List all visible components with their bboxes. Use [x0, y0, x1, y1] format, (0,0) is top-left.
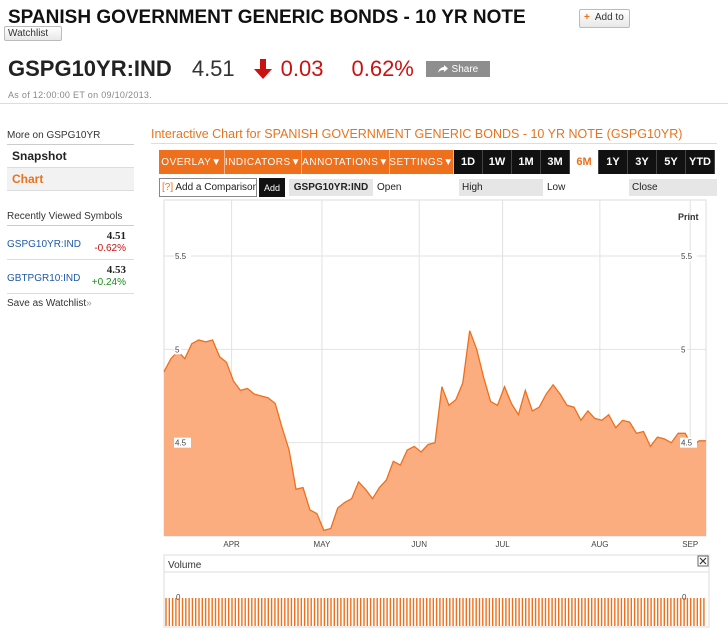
- overlay-menu[interactable]: OVERLAY▼: [159, 150, 225, 174]
- print-button[interactable]: Print: [678, 212, 699, 222]
- range-3m-button[interactable]: 3M: [541, 150, 570, 174]
- x-tick-label: AUG: [591, 540, 608, 549]
- x-tick-label: JUN: [411, 540, 427, 549]
- watchlist-button[interactable]: Watchlist: [4, 26, 62, 41]
- x-tick-label: MAY: [314, 540, 331, 549]
- range-5y-button[interactable]: 5Y: [657, 150, 686, 174]
- low-readout: Low: [547, 182, 566, 193]
- price-change-percent: 0.62%: [351, 56, 414, 81]
- as-of-timestamp: As of 12:00:00 ET on 09/10/2013.: [8, 90, 153, 100]
- volume-bars: [165, 598, 705, 626]
- y-tick-label: 4.5: [681, 439, 693, 448]
- help-icon: [?]: [162, 182, 174, 193]
- symbol-chip: GSPG10YR:IND: [289, 179, 373, 196]
- ticker-symbol: GSPG10YR:IND: [8, 56, 172, 81]
- y-tick-bg: [680, 344, 687, 355]
- add-to-watchlist-button[interactable]: + Add to: [579, 9, 630, 28]
- y-tick-bg: [174, 344, 181, 355]
- sidebar-item-snapshot[interactable]: Snapshot: [7, 145, 134, 168]
- page-title: SPANISH GOVERNMENT GENERIC BONDS - 10 YR…: [8, 7, 526, 28]
- add-comparison-button[interactable]: Add: [259, 178, 285, 197]
- x-tick-label: SEP: [682, 540, 698, 549]
- compare-placeholder: Add a Comparison: [175, 182, 257, 193]
- price-area-fill: [164, 330, 706, 536]
- y-tick-label: 5: [681, 345, 686, 354]
- recent-symbol-value: 4.53: [106, 264, 126, 276]
- y-tick-bg: [680, 251, 697, 261]
- chart-toolbar: OVERLAY▼ INDICATORS▼ ANNOTATIONS▼ SETTIN…: [159, 150, 715, 174]
- y-tick-bg: [680, 437, 697, 448]
- range-1w-button[interactable]: 1W: [483, 150, 512, 174]
- save-as-watchlist-label: Save as Watchlist: [7, 298, 87, 309]
- recent-symbol-change: -0.62%: [94, 243, 126, 254]
- x-tick-label: APR: [223, 540, 240, 549]
- chart-panel-title: Interactive Chart for SPANISH GOVERNMENT…: [151, 127, 683, 141]
- y-tick-label: 5: [175, 345, 180, 354]
- y-tick-label: 5.5: [681, 252, 693, 261]
- recent-symbol-link[interactable]: GSPG10YR:IND: [7, 239, 81, 250]
- down-arrow-icon: [253, 59, 272, 79]
- y-tick-bg: [174, 251, 191, 261]
- volume-label: Volume: [168, 560, 202, 571]
- sidebar: More on GSPG10YR Snapshot Chart Recently…: [7, 130, 134, 309]
- divider: [0, 103, 728, 104]
- recent-symbol-link[interactable]: GBTPGR10:IND: [7, 273, 81, 284]
- last-price: 4.51: [191, 56, 235, 81]
- volume-toggle[interactable]: [697, 555, 709, 567]
- volume-tick-label: 0: [682, 593, 687, 602]
- close-icon: [699, 557, 707, 565]
- recent-symbol-row: GSPG10YR:IND 4.51 -0.62%: [7, 226, 134, 260]
- range-6m-button[interactable]: 6M: [570, 150, 599, 174]
- volume-tick-bg: [681, 593, 688, 602]
- share-icon: [437, 65, 448, 73]
- recently-viewed-heading: Recently Viewed Symbols: [7, 211, 134, 226]
- more-on-heading: More on GSPG10YR: [7, 130, 134, 145]
- y-tick-bg: [174, 437, 191, 448]
- recent-symbol-change: +0.24%: [91, 277, 126, 288]
- axis-labels: 4.5 4.5 5 5 5.5 5.5 APR MAY JUN JUL AUG SEP: [174, 251, 698, 549]
- volume-tick-label: 0: [176, 593, 181, 602]
- range-1m-button[interactable]: 1M: [512, 150, 541, 174]
- divider: [151, 143, 717, 144]
- y-tick-label: 5.5: [175, 252, 187, 261]
- close-readout: Close: [629, 179, 717, 196]
- range-3y-button[interactable]: 3Y: [628, 150, 657, 174]
- range-1y-button[interactable]: 1Y: [599, 150, 628, 174]
- share-button[interactable]: Share: [425, 61, 490, 77]
- save-as-watchlist-link[interactable]: Save as Watchlist»: [7, 298, 134, 309]
- compare-row: [?] Add a Comparison Add GSPG10YR:IND Op…: [159, 178, 717, 197]
- quote-row: GSPG10YR:IND 4.51 0.03 0.62% Share: [8, 54, 490, 84]
- recent-symbol-value: 4.51: [106, 230, 126, 242]
- share-label: Share: [451, 63, 479, 75]
- plus-icon: +: [584, 12, 590, 23]
- settings-menu[interactable]: SETTINGS▼: [389, 150, 454, 174]
- price-change: 0.03: [280, 56, 324, 81]
- compare-input[interactable]: [?] Add a Comparison: [159, 178, 257, 197]
- price-line: [163, 330, 706, 532]
- y-tick-label: 4.5: [175, 439, 187, 448]
- open-readout: Open: [377, 182, 402, 193]
- volume-tick-bg: [175, 593, 182, 602]
- chevron-right-icon: »: [86, 298, 92, 309]
- x-tick-label: JUL: [495, 540, 510, 549]
- sidebar-item-chart[interactable]: Chart: [7, 168, 134, 191]
- range-ytd-button[interactable]: YTD: [686, 150, 715, 174]
- range-1d-button[interactable]: 1D: [454, 150, 483, 174]
- high-readout: High: [459, 179, 543, 196]
- recent-symbol-row: GBTPGR10:IND 4.53 +0.24%: [7, 260, 134, 294]
- add-to-label: Add to: [594, 12, 624, 23]
- annotations-menu[interactable]: ANNOTATIONS▼: [302, 150, 390, 174]
- indicators-menu[interactable]: INDICATORS▼: [225, 150, 302, 174]
